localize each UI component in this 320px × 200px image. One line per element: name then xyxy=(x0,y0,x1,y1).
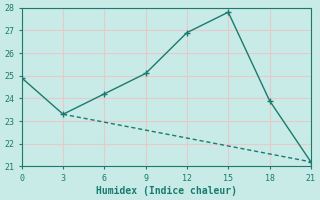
X-axis label: Humidex (Indice chaleur): Humidex (Indice chaleur) xyxy=(96,186,237,196)
